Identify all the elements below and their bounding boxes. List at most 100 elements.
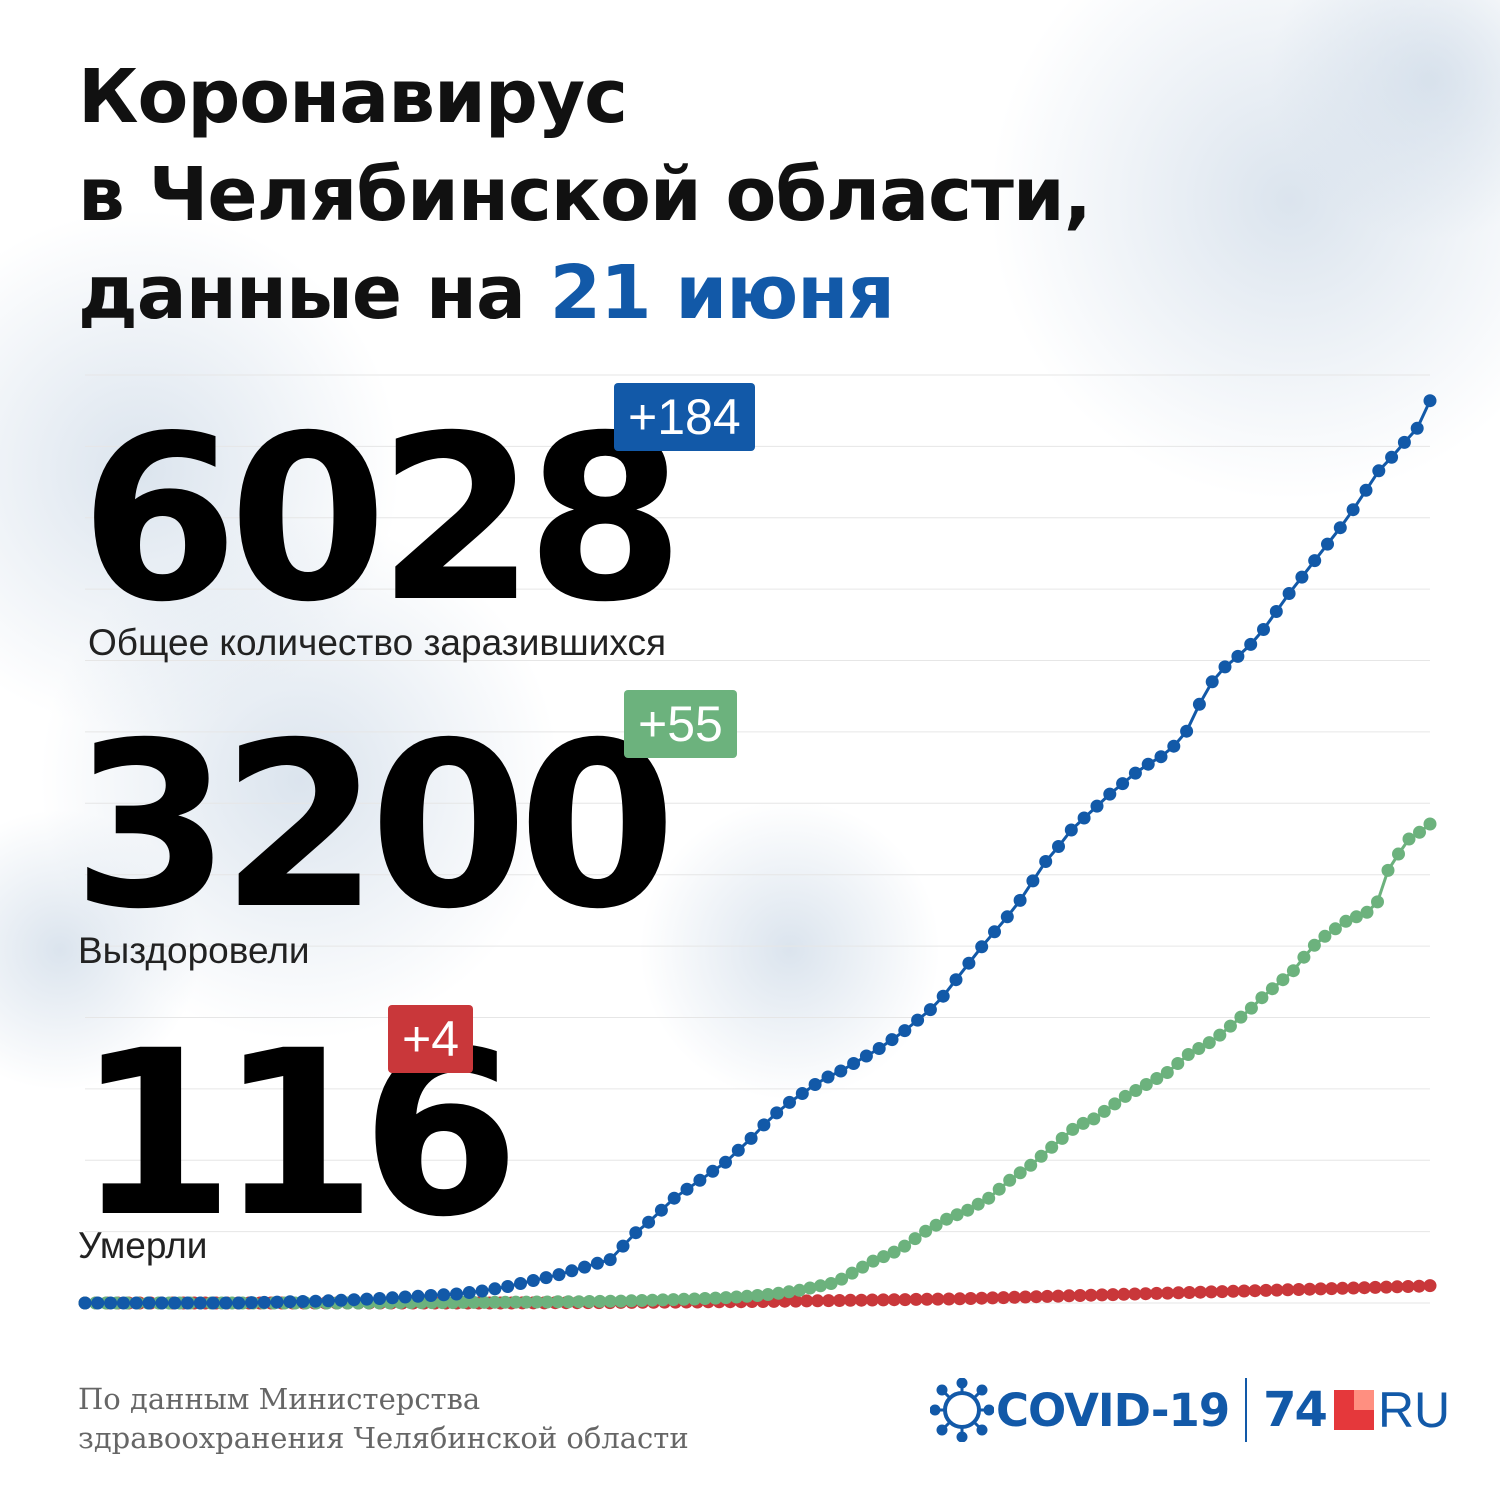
total-data-point <box>322 1294 335 1307</box>
source-line-1: По данным Министерства <box>78 1380 689 1419</box>
total-data-point <box>860 1050 873 1063</box>
recovered-data-point <box>1392 848 1405 861</box>
total-data-point <box>386 1291 399 1304</box>
recovered-data-point <box>1224 1020 1237 1033</box>
total-data-point <box>783 1096 796 1109</box>
recovered-data-point <box>1276 973 1289 986</box>
total-data-point <box>1026 874 1039 887</box>
recovered-data-point <box>1329 922 1342 935</box>
logo-separator <box>1245 1378 1247 1442</box>
total-data-point <box>130 1297 143 1310</box>
source-line-2: здравоохранения Челябинской области <box>78 1419 689 1458</box>
deaths-delta-badge: +4 <box>388 1005 473 1073</box>
total-data-point <box>1014 894 1027 907</box>
total-data-point <box>822 1071 835 1084</box>
total-data-point <box>1244 638 1257 651</box>
total-data-point <box>309 1295 322 1308</box>
total-data-point <box>412 1290 425 1303</box>
total-data-point <box>1091 800 1104 813</box>
recovered-data-point <box>1213 1029 1226 1042</box>
recovered-data-point <box>1014 1166 1027 1179</box>
total-data-point <box>950 973 963 986</box>
total-data-point <box>424 1289 437 1302</box>
total-data-point <box>514 1277 527 1290</box>
recovered-data-point <box>909 1232 922 1245</box>
total-data-point <box>1308 554 1321 567</box>
total-data-point <box>706 1165 719 1178</box>
total-data-point <box>245 1296 258 1309</box>
total-data-point <box>655 1204 668 1217</box>
total-data-point <box>1270 605 1283 618</box>
total-data-point <box>1411 422 1424 435</box>
total-data-point <box>373 1292 386 1305</box>
total-data-point <box>847 1057 860 1070</box>
total-data-point <box>1231 650 1244 663</box>
total-data-point <box>745 1132 758 1145</box>
total-data-point <box>360 1293 373 1306</box>
total-data-point <box>629 1226 642 1239</box>
total-data-point <box>271 1296 284 1309</box>
total-data-point <box>565 1264 578 1277</box>
recovered-data-point <box>1024 1159 1037 1172</box>
total-data-point <box>681 1183 694 1196</box>
total-data-point <box>886 1033 899 1046</box>
total-data-point <box>143 1297 156 1310</box>
total-data-point <box>1193 698 1206 711</box>
total-data-point <box>757 1118 770 1131</box>
recovered-data-point <box>1266 982 1279 995</box>
recovered-data-point <box>1424 818 1437 831</box>
recovered-delta-badge: +55 <box>624 690 737 758</box>
total-data-point <box>1372 464 1385 477</box>
total-data-point <box>501 1280 514 1293</box>
total-data-point <box>1385 451 1398 464</box>
recovered-data-point <box>1056 1132 1069 1145</box>
recovered-value: 3200 <box>72 712 667 940</box>
total-data-point <box>770 1106 783 1119</box>
total-data-point <box>732 1144 745 1157</box>
deaths-data-point <box>1424 1279 1437 1292</box>
recovered-data-point <box>1308 939 1321 952</box>
recovered-data-point <box>1108 1097 1121 1110</box>
total-data-point <box>1334 521 1347 534</box>
total-data-point <box>296 1295 309 1308</box>
total-data-point <box>1155 750 1168 763</box>
recovered-data-point <box>1045 1141 1058 1154</box>
deaths-label: Умерли <box>78 1225 207 1267</box>
recovered-data-point <box>1203 1036 1216 1049</box>
total-data-point <box>104 1297 117 1310</box>
total-data-point <box>91 1297 104 1310</box>
recovered-data-point <box>1287 964 1300 977</box>
total-data-point <box>796 1087 809 1100</box>
total-data-point <box>194 1297 207 1310</box>
total-data-point <box>219 1297 232 1310</box>
total-data-point <box>1039 855 1052 868</box>
total-data-point <box>168 1297 181 1310</box>
total-data-point <box>617 1240 630 1253</box>
total-cases-label: Общее количество заразившихся <box>88 622 666 664</box>
total-data-point <box>1116 777 1129 790</box>
total-data-point <box>1424 394 1437 407</box>
recovered-data-point <box>1413 826 1426 839</box>
total-data-point <box>258 1296 271 1309</box>
total-data-point <box>604 1253 617 1266</box>
total-data-point <box>1052 840 1065 853</box>
total-data-point <box>1167 740 1180 753</box>
covid-logo-text: COVID-19 <box>996 1384 1229 1437</box>
total-data-point <box>1078 812 1091 825</box>
recovered-data-point <box>1255 991 1268 1004</box>
total-data-point <box>1398 436 1411 449</box>
total-data-point <box>155 1297 168 1310</box>
site-suffix: RU <box>1378 1381 1450 1439</box>
recovered-data-point <box>1361 906 1374 919</box>
total-data-point <box>463 1286 476 1299</box>
total-data-point <box>668 1192 681 1205</box>
total-data-point <box>924 1003 937 1016</box>
recovered-data-point <box>898 1240 911 1253</box>
total-data-point <box>1129 767 1142 780</box>
total-data-point <box>1065 824 1078 837</box>
total-data-point <box>1001 910 1014 923</box>
total-data-point <box>232 1297 245 1310</box>
total-data-point <box>207 1297 220 1310</box>
total-data-point <box>527 1274 540 1287</box>
recovered-data-point <box>982 1192 995 1205</box>
